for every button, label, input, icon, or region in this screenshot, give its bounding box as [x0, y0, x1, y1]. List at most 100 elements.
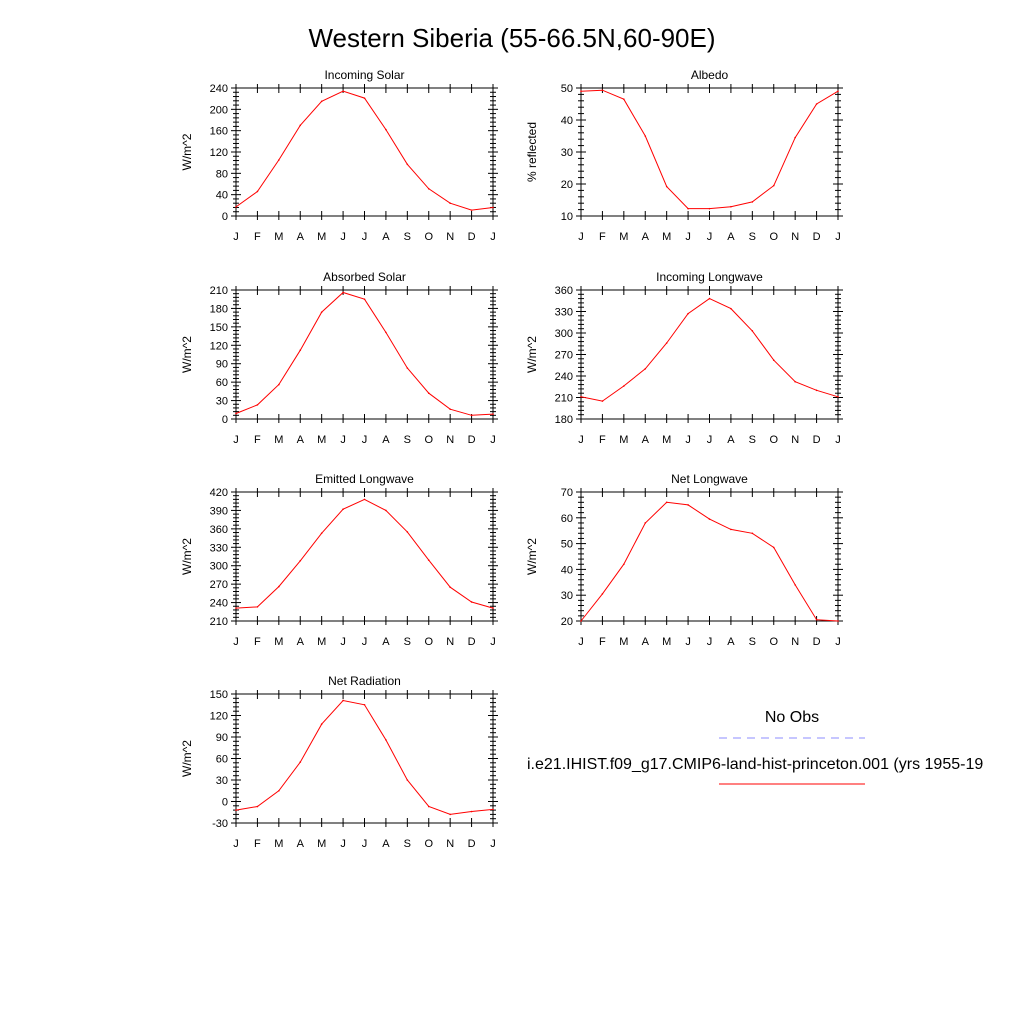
- y-tick-label: 30: [561, 147, 573, 159]
- data-point: [406, 779, 409, 781]
- data-point: [256, 190, 259, 193]
- plot-frame: [235, 289, 494, 420]
- series-line: [580, 501, 839, 622]
- x-tick-label: A: [382, 434, 390, 446]
- x-tick-label: J: [340, 838, 346, 850]
- x-tick-label: J: [707, 434, 713, 446]
- x-tick-label: M: [274, 434, 283, 446]
- series-line: [580, 298, 839, 402]
- data-point: [470, 414, 473, 417]
- data-point: [772, 184, 775, 187]
- y-tick-label: 390: [210, 505, 228, 517]
- y-tick-label: 330: [210, 542, 228, 554]
- data-point: [644, 135, 647, 137]
- y-tick-label: 30: [561, 590, 573, 602]
- data-point: [492, 607, 494, 609]
- y-axis-label: W/m^2: [180, 336, 194, 373]
- data-point: [751, 330, 754, 332]
- y-tick-label: 240: [555, 371, 573, 383]
- x-tick-label: O: [769, 434, 778, 446]
- plot-frame: [235, 87, 494, 217]
- data-point: [278, 159, 280, 161]
- data-point: [580, 90, 582, 92]
- x-tick-label: A: [727, 636, 735, 648]
- data-point: [385, 509, 387, 512]
- x-tick-label: D: [813, 434, 821, 446]
- data-point: [342, 508, 344, 511]
- data-point: [235, 412, 237, 415]
- data-point: [449, 408, 451, 410]
- x-tick-label: J: [685, 434, 691, 446]
- y-tick-label: 50: [561, 539, 573, 551]
- data-point: [601, 400, 604, 402]
- y-tick-label: 160: [210, 126, 228, 138]
- data-point: [320, 311, 323, 313]
- y-tick-label: 330: [555, 307, 573, 319]
- x-tick-label: N: [446, 434, 454, 446]
- y-tick-label: 240: [210, 598, 228, 610]
- x-tick-label: M: [274, 636, 283, 648]
- x-tick-label: S: [749, 434, 756, 446]
- data-point: [278, 789, 280, 792]
- data-point: [256, 805, 259, 808]
- y-tick-label: 120: [210, 147, 228, 159]
- x-tick-label: F: [254, 838, 261, 850]
- data-point: [427, 392, 430, 395]
- y-axis-label: % reflected: [525, 122, 539, 182]
- x-tick-label: A: [382, 636, 390, 648]
- y-tick-label: 0: [222, 414, 228, 426]
- x-tick-label: J: [578, 434, 584, 446]
- x-tick-label: A: [297, 838, 305, 850]
- x-tick-label: A: [297, 231, 305, 243]
- data-point: [601, 593, 604, 595]
- y-tick-label: 30: [216, 396, 228, 408]
- x-tick-label: J: [707, 636, 713, 648]
- data-point: [278, 585, 280, 588]
- x-tick-label: O: [424, 434, 433, 446]
- data-point: [320, 532, 323, 534]
- y-tick-label: -30: [212, 818, 228, 830]
- x-tick-label: S: [404, 434, 411, 446]
- x-tick-label: A: [382, 231, 390, 243]
- y-tick-label: 270: [555, 350, 573, 362]
- x-tick-label: J: [578, 231, 584, 243]
- panel-title: Incoming Solar: [324, 68, 404, 82]
- data-point: [772, 546, 775, 549]
- x-tick-label: D: [813, 636, 821, 648]
- x-tick-label: M: [274, 838, 283, 850]
- data-point: [837, 395, 839, 398]
- data-point: [299, 560, 302, 562]
- x-tick-label: J: [490, 636, 496, 648]
- y-tick-label: 90: [216, 732, 228, 744]
- x-tick-label: M: [619, 434, 628, 446]
- data-point: [235, 206, 237, 208]
- y-tick-label: 10: [561, 211, 573, 223]
- x-tick-label: A: [297, 434, 305, 446]
- x-tick-label: D: [468, 838, 476, 850]
- x-tick-label: J: [490, 231, 496, 243]
- y-axis-label: W/m^2: [525, 336, 539, 373]
- x-tick-label: J: [835, 434, 841, 446]
- y-tick-label: 300: [210, 561, 228, 573]
- x-tick-label: M: [317, 231, 326, 243]
- data-point: [449, 586, 451, 589]
- y-tick-label: 0: [222, 797, 228, 809]
- data-point: [363, 97, 366, 99]
- y-tick-label: 20: [561, 179, 573, 191]
- data-point: [837, 90, 839, 92]
- series-line: [235, 699, 494, 815]
- data-point: [299, 349, 302, 352]
- y-tick-label: 210: [210, 616, 228, 628]
- y-tick-label: 150: [210, 689, 228, 701]
- x-tick-label: N: [791, 434, 799, 446]
- x-tick-label: J: [578, 636, 584, 648]
- y-tick-label: 360: [210, 524, 228, 536]
- data-point: [794, 136, 796, 139]
- data-point: [406, 163, 409, 166]
- data-point: [751, 532, 754, 535]
- data-point: [708, 518, 711, 520]
